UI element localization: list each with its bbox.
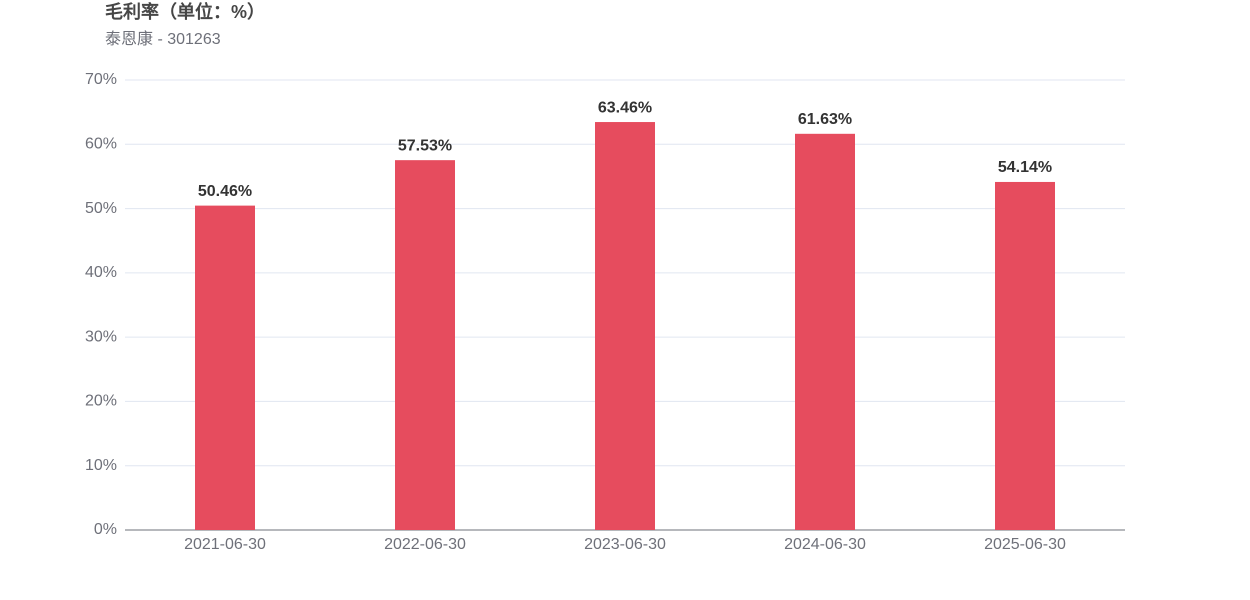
value-label: 54.14%: [998, 159, 1052, 176]
chart-title: 毛利率（单位：%）: [105, 1, 265, 22]
bar: [395, 160, 455, 530]
x-tick-label: 2024-06-30: [784, 536, 866, 553]
y-tick-label: 70%: [85, 71, 117, 88]
y-tick-label: 10%: [85, 457, 117, 474]
y-tick-label: 40%: [85, 264, 117, 281]
y-tick-label: 50%: [85, 200, 117, 217]
chart-subtitle: 泰恩康 - 301263: [105, 30, 221, 48]
value-label: 50.46%: [198, 183, 252, 200]
y-tick-label: 0%: [94, 521, 117, 538]
value-label: 57.53%: [398, 137, 452, 154]
value-label: 61.63%: [798, 111, 852, 128]
x-tick-label: 2022-06-30: [384, 536, 466, 553]
bar: [795, 133, 855, 531]
bar: [995, 181, 1055, 530]
x-tick-label: 2023-06-30: [584, 536, 666, 553]
bar: [195, 205, 255, 530]
value-label: 63.46%: [598, 99, 652, 116]
y-tick-label: 30%: [85, 328, 117, 345]
y-tick-label: 20%: [85, 393, 117, 410]
x-tick-label: 2025-06-30: [984, 536, 1066, 553]
y-tick-label: 60%: [85, 136, 117, 153]
x-tick-label: 2021-06-30: [184, 536, 266, 553]
bar: [595, 122, 655, 531]
